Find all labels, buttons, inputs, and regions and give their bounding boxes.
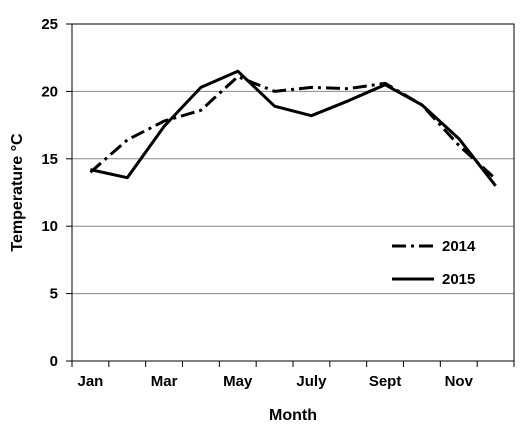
plot-area-border [71,23,515,362]
y-tick-label-25: 25 [41,16,58,33]
x-axis-tick-labels: Jan Mar May July Sept Nov [77,373,473,390]
y-axis-tick-labels: 0 5 10 15 20 25 [41,16,58,370]
y-axis-ticks [66,23,72,362]
series-lines [89,69,497,187]
series-line-2015 [90,69,497,187]
x-tick-label-may: May [223,373,253,390]
x-tick-label-nov: Nov [445,373,474,390]
legend-label-2014: 2014 [442,238,476,255]
series-line-2014 [89,75,497,181]
x-tick-label-sept: Sept [369,373,402,390]
y-tick-label-0: 0 [50,353,58,370]
gridlines [72,90,514,295]
y-tick-label-15: 15 [41,151,58,168]
x-axis-ticks [71,361,515,367]
legend-label-2015: 2015 [442,271,475,288]
x-axis-label: Month [269,407,317,424]
legend: 2014 2015 [392,238,476,288]
y-axis-label: Temperature °C [9,133,26,252]
x-tick-label-july: July [296,373,327,390]
x-tick-label-mar: Mar [151,373,178,390]
y-tick-label-5: 5 [50,286,58,303]
x-tick-label-jan: Jan [77,373,103,390]
y-tick-label-20: 20 [41,83,58,100]
y-tick-label-10: 10 [41,218,58,235]
